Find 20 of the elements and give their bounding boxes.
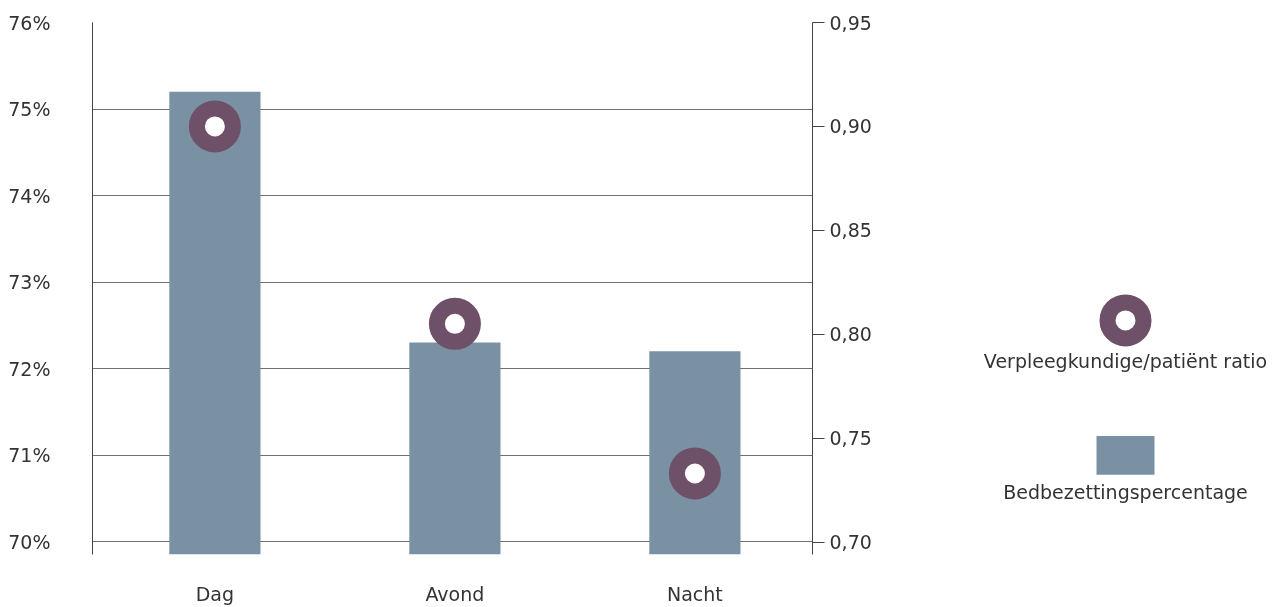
y2-tick-label: 0,80 — [829, 323, 872, 346]
legend-label: Bedbezettingspercentage — [1003, 481, 1248, 504]
x-tick-label: Nacht — [667, 582, 723, 605]
y-tick-label: 76% — [8, 11, 51, 34]
y-tick-label: 70% — [8, 530, 51, 553]
y2-tick-label: 0,75 — [829, 427, 872, 450]
legend-label: Verpleegkundige/patiënt ratio — [983, 349, 1268, 372]
y-tick-label: 72% — [8, 357, 51, 380]
y2-tick-label: 0,95 — [829, 11, 872, 34]
x-tick-label: Dag — [195, 582, 235, 605]
y2-tick-label: 0,90 — [829, 115, 872, 138]
y2-tick-label: 0,70 — [829, 531, 872, 554]
y-tick-label: 71% — [8, 444, 51, 467]
y-tick-label: 74% — [8, 184, 51, 207]
point — [428, 297, 481, 350]
y-tick-label: 75% — [8, 98, 51, 120]
point — [188, 100, 241, 153]
y2-tick-label: 0,85 — [829, 219, 872, 242]
x-tick-label: Avond — [425, 582, 485, 605]
y-tick-label: 73% — [8, 271, 51, 294]
